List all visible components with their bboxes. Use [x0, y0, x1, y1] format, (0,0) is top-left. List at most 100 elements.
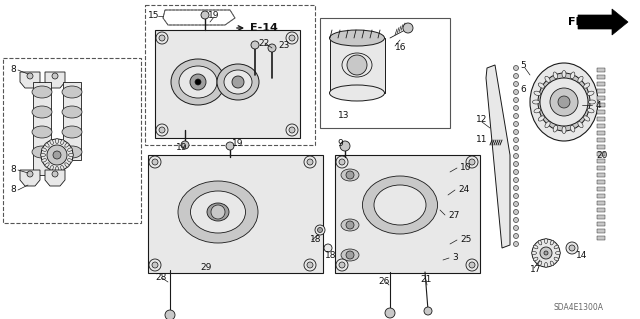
- Circle shape: [315, 225, 325, 235]
- Bar: [597, 187, 605, 191]
- Circle shape: [513, 186, 518, 190]
- Text: 3: 3: [452, 254, 458, 263]
- Ellipse shape: [42, 159, 47, 162]
- Ellipse shape: [545, 76, 550, 82]
- Polygon shape: [20, 72, 40, 88]
- Circle shape: [566, 242, 578, 254]
- Text: 5: 5: [520, 61, 525, 70]
- Ellipse shape: [65, 163, 69, 167]
- Bar: [597, 236, 605, 240]
- Ellipse shape: [32, 146, 52, 158]
- Ellipse shape: [341, 249, 359, 261]
- Text: 28: 28: [155, 273, 166, 283]
- Ellipse shape: [538, 73, 590, 131]
- Circle shape: [336, 259, 348, 271]
- Circle shape: [513, 226, 518, 231]
- Circle shape: [159, 127, 165, 133]
- Circle shape: [52, 73, 58, 79]
- Circle shape: [513, 137, 518, 143]
- Circle shape: [403, 23, 413, 33]
- Bar: [330, 38, 385, 93]
- Text: 18: 18: [310, 235, 321, 244]
- Ellipse shape: [191, 191, 246, 233]
- Circle shape: [513, 114, 518, 118]
- Text: E-14: E-14: [250, 23, 278, 33]
- Bar: [597, 145, 605, 149]
- Circle shape: [513, 145, 518, 151]
- Bar: [597, 110, 605, 114]
- Ellipse shape: [330, 30, 385, 46]
- Circle shape: [544, 251, 548, 255]
- Ellipse shape: [56, 167, 58, 172]
- Text: 19: 19: [176, 144, 188, 152]
- Ellipse shape: [538, 116, 545, 121]
- Circle shape: [513, 73, 518, 78]
- Bar: [3, 58, 141, 223]
- Ellipse shape: [61, 140, 64, 145]
- Ellipse shape: [532, 100, 540, 104]
- Ellipse shape: [330, 85, 385, 101]
- Ellipse shape: [531, 251, 536, 255]
- Ellipse shape: [341, 169, 359, 181]
- Circle shape: [27, 73, 33, 79]
- Ellipse shape: [545, 239, 547, 243]
- Ellipse shape: [550, 261, 554, 266]
- Ellipse shape: [554, 257, 559, 261]
- Text: 8: 8: [10, 186, 16, 195]
- Text: 13: 13: [338, 110, 349, 120]
- Circle shape: [226, 142, 234, 150]
- Text: 6: 6: [520, 85, 525, 94]
- Bar: [597, 173, 605, 177]
- Text: 9: 9: [337, 138, 343, 147]
- Ellipse shape: [42, 148, 47, 151]
- Circle shape: [339, 159, 345, 165]
- Text: 17: 17: [530, 265, 541, 275]
- Text: SDA4E1300A: SDA4E1300A: [553, 303, 603, 313]
- Text: 15: 15: [148, 11, 159, 20]
- Ellipse shape: [62, 126, 82, 138]
- Circle shape: [289, 127, 295, 133]
- Text: 19: 19: [208, 11, 220, 19]
- Circle shape: [307, 159, 313, 165]
- Ellipse shape: [562, 127, 566, 133]
- Circle shape: [385, 308, 395, 318]
- Bar: [597, 131, 605, 135]
- Circle shape: [47, 145, 67, 165]
- Bar: [155, 30, 300, 138]
- Circle shape: [513, 161, 518, 167]
- Circle shape: [156, 32, 168, 44]
- Circle shape: [251, 41, 259, 49]
- Ellipse shape: [341, 219, 359, 231]
- Text: 10: 10: [460, 164, 472, 173]
- Circle shape: [569, 245, 575, 251]
- Ellipse shape: [342, 53, 372, 77]
- Circle shape: [211, 205, 225, 219]
- Ellipse shape: [374, 185, 426, 225]
- Ellipse shape: [179, 66, 217, 98]
- Bar: [597, 124, 605, 128]
- Circle shape: [513, 98, 518, 102]
- Circle shape: [52, 171, 58, 177]
- Circle shape: [53, 151, 61, 159]
- Ellipse shape: [40, 153, 45, 157]
- Text: 27: 27: [448, 211, 460, 219]
- Bar: [597, 117, 605, 121]
- Text: 24: 24: [458, 186, 469, 195]
- Ellipse shape: [534, 91, 541, 95]
- Text: 20: 20: [596, 151, 607, 160]
- Circle shape: [513, 153, 518, 159]
- Ellipse shape: [553, 125, 557, 132]
- Ellipse shape: [562, 70, 566, 78]
- Ellipse shape: [224, 70, 252, 94]
- Ellipse shape: [570, 72, 575, 79]
- Ellipse shape: [207, 203, 229, 221]
- Ellipse shape: [65, 143, 69, 147]
- Circle shape: [149, 259, 161, 271]
- Ellipse shape: [45, 163, 49, 167]
- Bar: [335, 155, 480, 273]
- Ellipse shape: [62, 106, 82, 118]
- Bar: [148, 155, 323, 273]
- Circle shape: [181, 141, 189, 149]
- Ellipse shape: [68, 153, 74, 157]
- Circle shape: [324, 244, 332, 252]
